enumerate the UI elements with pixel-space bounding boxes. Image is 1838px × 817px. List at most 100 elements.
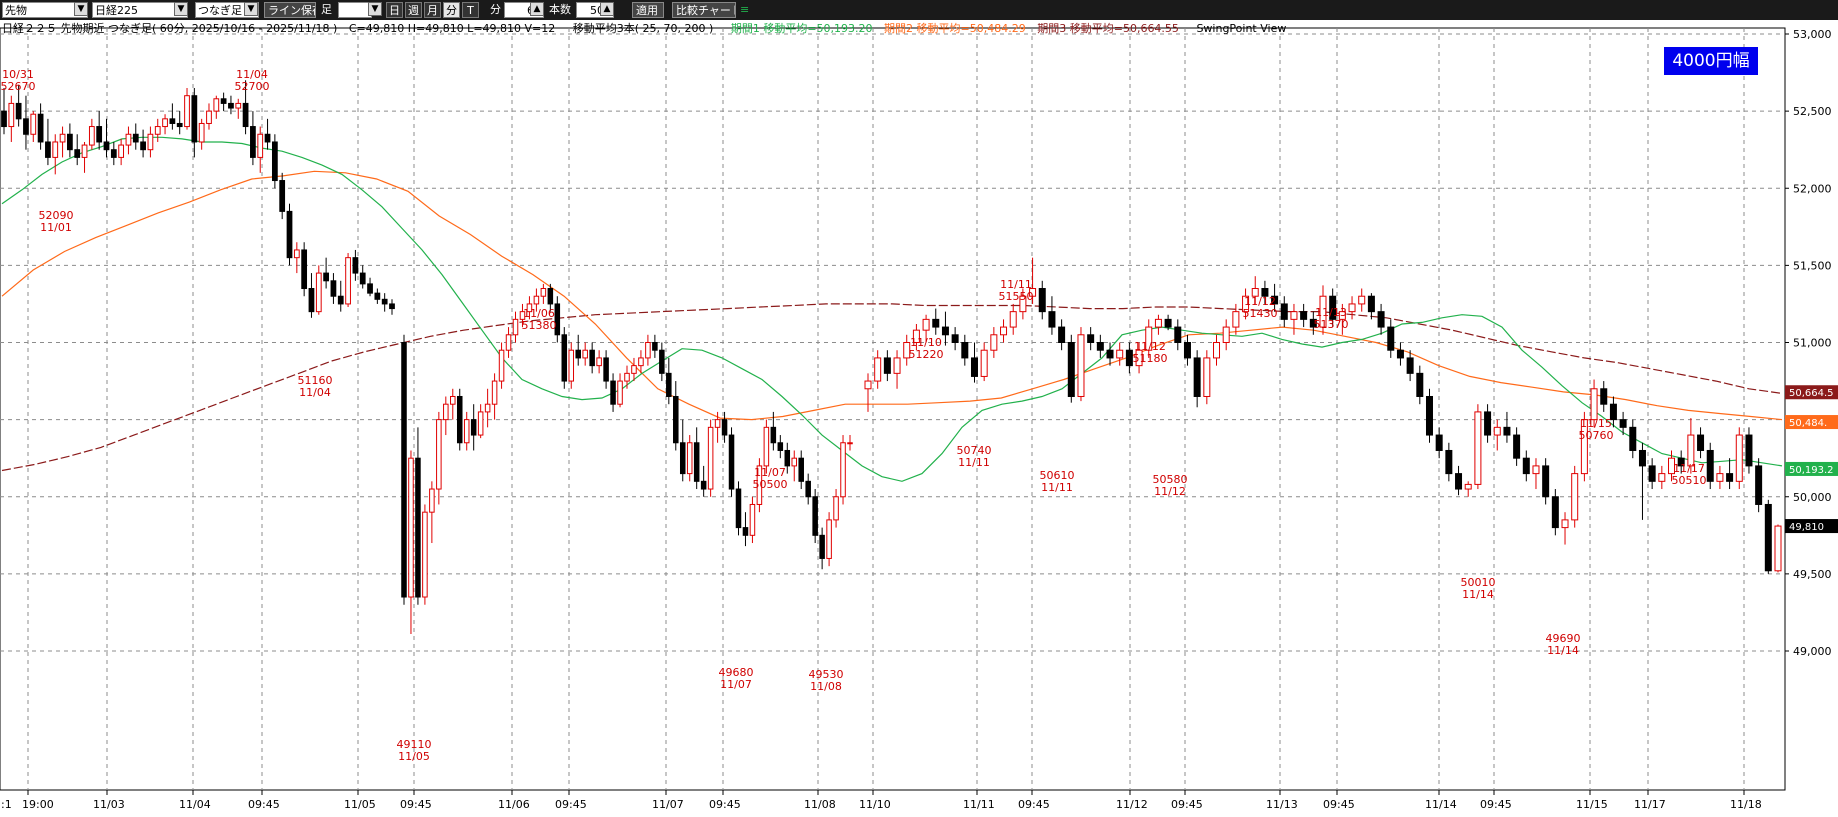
candle [1493, 419, 1501, 451]
swing-point-line2: 51220 [909, 348, 944, 361]
candle [15, 84, 22, 127]
period-month-button[interactable]: 月 [424, 2, 441, 18]
candle [666, 357, 672, 405]
candle [1358, 288, 1366, 312]
candle [381, 293, 388, 312]
price-marker-label: 50,664.5 [1789, 388, 1834, 399]
symbol-dropdown-arrow[interactable]: ▼ [174, 2, 188, 16]
y-tick-label: 49,500 [1793, 568, 1832, 581]
swing-point-line2: 11/04 [299, 386, 331, 399]
chain-dropdown-arrow[interactable]: ▼ [244, 2, 258, 16]
candle [1474, 404, 1482, 490]
ma2-line [1, 170, 1783, 421]
symbol-select[interactable]: 日経225 [92, 2, 188, 18]
candle [1000, 319, 1008, 343]
y-tick-label: 52,000 [1793, 182, 1832, 195]
candle [323, 257, 329, 289]
candle [798, 450, 804, 490]
candle [610, 373, 616, 412]
line-save-button[interactable]: ライン保存 [264, 2, 316, 18]
swing-point-line1: 11/07 [754, 466, 786, 479]
candle [961, 334, 969, 366]
candle [401, 334, 407, 605]
swing-point-line2: 51550 [999, 290, 1034, 303]
apply-button[interactable]: 適用 [632, 2, 664, 18]
market-select[interactable]: 先物 [2, 2, 88, 18]
ma1-line [1, 136, 1783, 482]
minute-stepper[interactable]: ▲ [530, 2, 544, 16]
candle [686, 435, 693, 482]
compare-chart-button[interactable]: 比較チャート [672, 2, 736, 18]
candle [1271, 283, 1279, 312]
ma3-price-marker: 50,664.5 [1785, 385, 1838, 400]
candle [169, 103, 176, 130]
y-tick-label: 50,000 [1793, 491, 1832, 504]
candle [1193, 350, 1201, 408]
swing-point-line1: 11/17 [1673, 462, 1705, 475]
candle [1513, 427, 1521, 466]
candle [118, 138, 125, 166]
candle [88, 118, 95, 150]
candle [575, 334, 581, 366]
candle [941, 311, 949, 346]
swing-point-line2: 52700 [235, 80, 270, 93]
swing-point-line1: 49530 [809, 668, 844, 681]
chain-select[interactable]: つなぎ足 [195, 2, 259, 18]
candle [293, 242, 300, 274]
candle [1532, 458, 1540, 490]
candle [693, 427, 700, 490]
market-dropdown-arrow[interactable]: ▼ [74, 2, 88, 16]
minute-label: 分 [490, 3, 501, 16]
x-tick-label: 11/17 [1634, 798, 1666, 811]
candle [330, 273, 337, 304]
candle [990, 327, 998, 358]
count-stepper[interactable]: ▲ [600, 2, 614, 16]
candle [235, 98, 242, 119]
candle [1154, 314, 1162, 335]
candle [37, 103, 44, 150]
period-minute-button[interactable]: 分 [443, 2, 460, 18]
candle [826, 512, 832, 567]
candle [582, 342, 588, 366]
candle [1309, 311, 1317, 335]
candle [1261, 280, 1269, 304]
period-week-button[interactable]: 週 [405, 2, 422, 18]
candle [589, 342, 595, 374]
y-tick-label: 52,500 [1793, 105, 1832, 118]
candle [1571, 465, 1579, 528]
chart-style-icon[interactable]: ≡ [740, 3, 750, 16]
y-tick-label: 51,000 [1793, 337, 1832, 350]
candle [554, 296, 561, 343]
candle [1600, 381, 1608, 412]
candle [735, 481, 742, 536]
swing-point-line1: 51160 [298, 374, 333, 387]
ma-settings: 移動平均3本( 25, 70, 200 ) [572, 22, 714, 35]
candle [110, 141, 117, 166]
candle [533, 288, 540, 312]
ashi-input[interactable] [338, 2, 372, 18]
candle [721, 411, 728, 443]
period-day-button[interactable]: 日 [386, 2, 403, 18]
candle [1590, 379, 1598, 428]
candle [645, 334, 651, 366]
candle [198, 118, 205, 150]
ashi-dropdown-arrow[interactable]: ▼ [368, 2, 382, 16]
candle [1213, 334, 1221, 366]
candle [1619, 411, 1627, 436]
candle [903, 334, 911, 366]
candle [1648, 458, 1656, 490]
period-tick-button[interactable]: T [462, 2, 479, 18]
candle [784, 442, 791, 474]
x-tick-label: 19:00 [22, 798, 54, 811]
x-tick-label: 11/15 [1576, 798, 1608, 811]
last-price-marker: 49,810 [1785, 519, 1838, 534]
candle [436, 411, 442, 505]
candle [512, 311, 519, 343]
